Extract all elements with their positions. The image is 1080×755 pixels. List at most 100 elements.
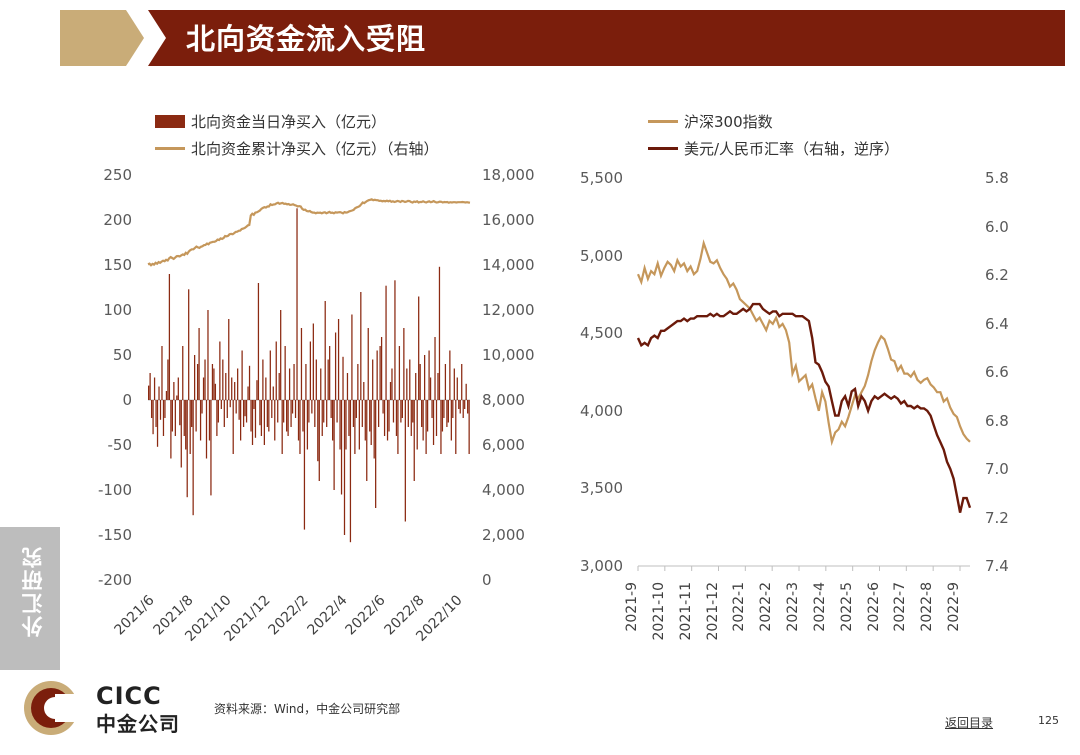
daily-net-buy-bar (320, 368, 322, 400)
daily-net-buy-bar (401, 400, 403, 418)
back-to-contents-link[interactable]: 返回目录 (945, 716, 994, 730)
daily-net-buy-bar (398, 346, 401, 400)
header-banner (60, 10, 1065, 66)
right-x-tick: 2022-4 (811, 582, 828, 632)
right-y-tick: 5,500 (580, 169, 623, 187)
daily-net-buy-bar (199, 400, 202, 441)
daily-net-buy-bar (394, 280, 396, 400)
daily-net-buy-bar (383, 400, 386, 436)
daily-net-buy-bar (216, 400, 218, 436)
hs300-line (636, 239, 971, 447)
daily-net-buy-bar (461, 364, 463, 400)
daily-net-buy-bar (217, 400, 219, 423)
daily-net-buy-bar (395, 400, 398, 436)
daily-net-buy-bar (406, 368, 408, 400)
daily-net-buy-bar (358, 400, 360, 450)
daily-net-buy-bar (222, 359, 224, 400)
daily-net-buy-bar (323, 400, 325, 423)
daily-net-buy-bar (415, 373, 417, 400)
daily-net-buy-bar (214, 383, 217, 400)
right-legend-fx: 美元/人民币汇率（右轴，逆序） (648, 138, 899, 159)
right-x-tick: 2022-6 (865, 582, 882, 632)
left-y2-tick: 16,000 (482, 211, 535, 229)
left-y-tick: 100 (103, 301, 132, 319)
daily-net-buy-bar (211, 364, 214, 400)
daily-net-buy-bar (467, 400, 469, 414)
daily-net-buy-bar (196, 364, 199, 400)
daily-net-buy-bar (213, 368, 215, 400)
daily-net-buy-bar (317, 400, 319, 462)
right-legend-fx-label: 美元/人民币汇率（右轴，逆序） (684, 140, 900, 158)
daily-net-buy-bar (312, 323, 314, 400)
daily-net-buy-bar (354, 400, 356, 454)
daily-net-buy-bar (262, 359, 264, 400)
daily-net-buy-bar (288, 368, 291, 400)
daily-net-buy-bar (459, 400, 461, 414)
daily-net-buy-bar (250, 400, 252, 432)
left-y2-tick: 14,000 (482, 256, 535, 274)
daily-net-buy-bar (380, 337, 383, 400)
daily-net-buy-bar (201, 400, 203, 414)
daily-net-buy-bar (366, 400, 368, 481)
page-title: 北向资金流入受阻 (186, 22, 427, 56)
cicc-logo-mark (24, 681, 79, 735)
daily-net-buy-bar (334, 332, 337, 400)
logo-text-en: CICC (96, 682, 162, 710)
daily-net-buy-bar (443, 400, 445, 418)
daily-net-buy-bar (449, 350, 451, 400)
daily-net-buy-bar (205, 400, 208, 459)
daily-net-buy-bar (391, 368, 393, 400)
line-swatch (155, 147, 185, 150)
daily-net-buy-bar (379, 346, 381, 400)
right-y2-tick: 6.4 (985, 314, 1009, 333)
daily-net-buy-bar (235, 400, 237, 414)
daily-net-buy-bar (453, 368, 455, 400)
daily-net-buy-bar (251, 400, 254, 445)
daily-net-buy-bar (361, 400, 363, 427)
daily-net-buy-bar (225, 373, 227, 400)
daily-net-buy-bar (468, 400, 470, 454)
daily-net-buy-bar (162, 400, 165, 436)
daily-net-buy-bar (372, 359, 374, 400)
daily-net-buy-bar (355, 400, 357, 418)
daily-net-buy-bar (155, 400, 157, 427)
right-y-tick: 3,000 (580, 557, 623, 575)
daily-net-buy-bar (309, 341, 311, 400)
daily-net-buy-bar (149, 373, 151, 400)
left-legend-line: 北向资金累计净买入（亿元）（右轴） (155, 138, 439, 159)
left-y-tick: 250 (103, 166, 132, 184)
daily-net-buy-bar (171, 400, 173, 432)
daily-net-buy-bar (326, 400, 328, 427)
daily-net-buy-bar (424, 355, 426, 400)
daily-net-buy-bar (409, 359, 411, 400)
daily-net-buy-bar (440, 400, 442, 454)
right-x-tick: 2022-9 (946, 582, 962, 632)
hs300-swatch (648, 120, 678, 123)
right-x-tick: 2021-12 (704, 582, 721, 641)
daily-net-buy-bar (168, 274, 171, 400)
daily-net-buy-bar (165, 391, 168, 400)
right-x-tick: 2021-9 (624, 582, 640, 632)
daily-net-buy-bar (375, 400, 377, 508)
daily-net-buy-bar (240, 400, 242, 441)
daily-net-buy-bar (349, 400, 352, 543)
daily-net-buy-bar (450, 400, 452, 441)
daily-net-buy-bar (297, 400, 300, 441)
daily-net-buy-bar (148, 385, 150, 400)
right-y2-tick: 6.0 (985, 217, 1009, 236)
daily-net-buy-bar (342, 356, 344, 400)
daily-net-buy-bar (293, 364, 295, 400)
daily-net-buy-bar (194, 355, 196, 400)
right-y2-tick: 7.4 (985, 557, 1009, 575)
daily-net-buy-bar (462, 400, 464, 418)
daily-net-buy-bar (192, 400, 194, 516)
right-y2-tick: 6.8 (985, 411, 1009, 430)
daily-net-buy-bar (186, 400, 188, 498)
right-y2-tick: 6.6 (985, 363, 1009, 381)
left-y2-tick: 2,000 (482, 526, 525, 544)
fx-swatch (648, 147, 678, 150)
daily-net-buy-bar (332, 400, 334, 441)
daily-net-buy-bar (345, 400, 347, 450)
left-y2-tick: 0 (482, 571, 492, 589)
daily-net-buy-bar (158, 386, 160, 400)
